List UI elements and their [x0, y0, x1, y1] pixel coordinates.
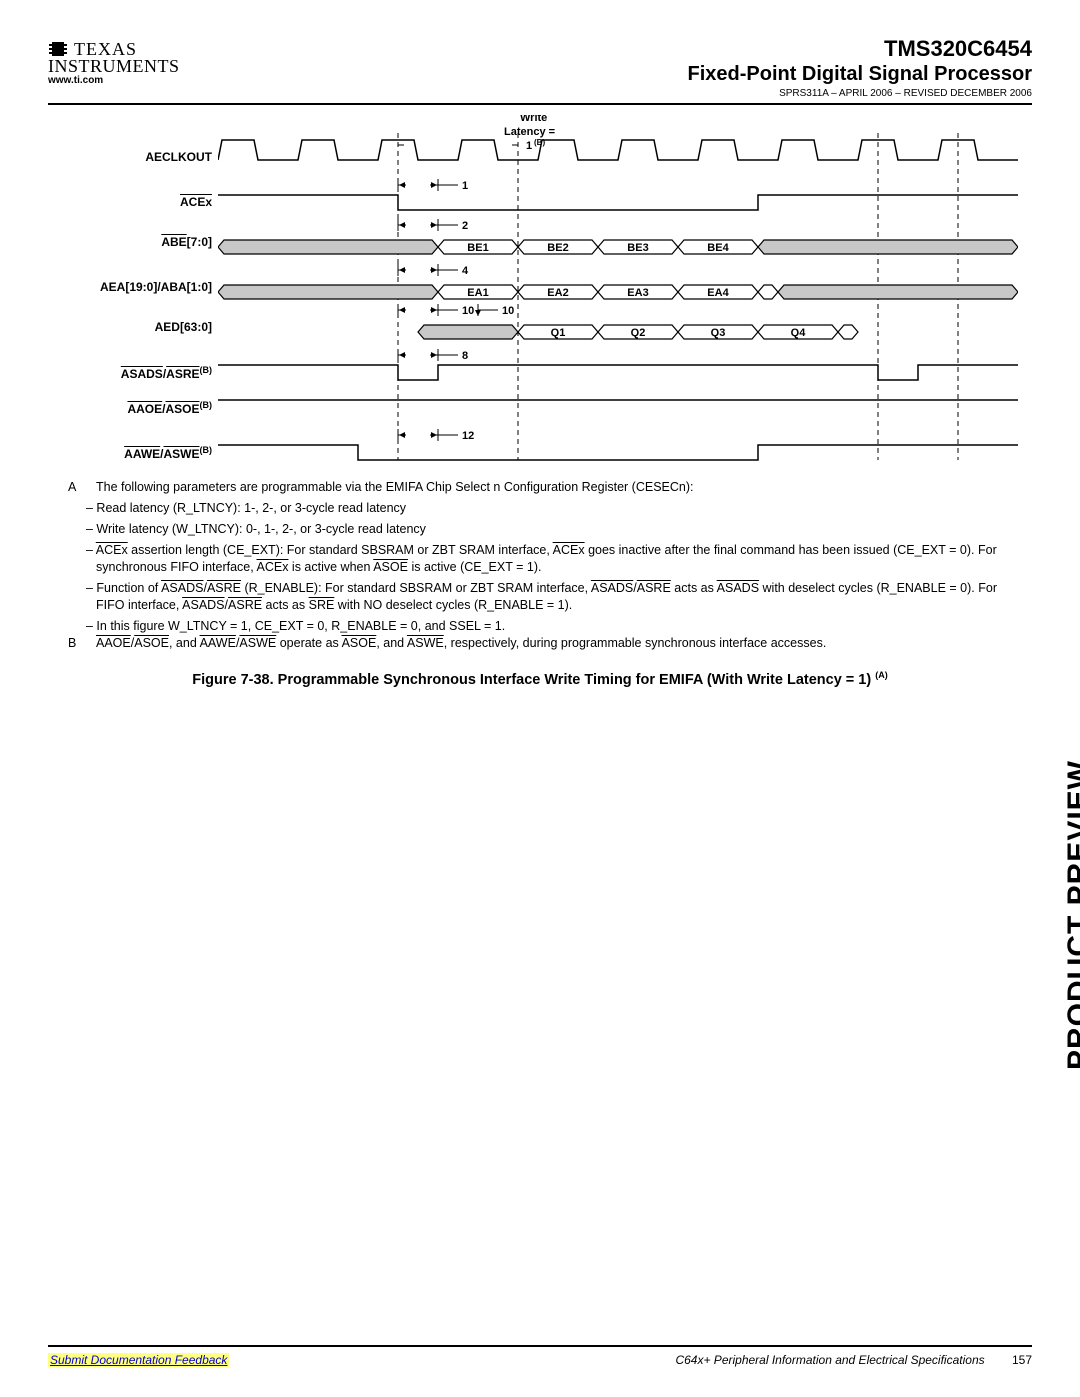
svg-text:EA4: EA4	[707, 287, 729, 299]
svg-text:Write: Write	[520, 115, 547, 124]
signal-label: ASADS/ASRE(B)	[121, 365, 212, 381]
svg-text:(B): (B)	[534, 138, 545, 147]
svg-text:10: 10	[502, 305, 514, 317]
svg-text:2: 2	[462, 220, 468, 232]
svg-text:BE4: BE4	[707, 242, 729, 254]
signal-label: ABE[7:0]	[161, 235, 212, 249]
svg-text:1: 1	[526, 140, 532, 152]
signal-label: AAOE/ASOE(B)	[127, 400, 212, 416]
note-b: B AAOE/ASOE, and AAWE/ASWE operate as AS…	[68, 635, 1022, 652]
svg-text:BE1: BE1	[467, 242, 488, 254]
page: TEXAS INSTRUMENTS www.ti.com TMS320C6454…	[0, 0, 1080, 1397]
note-a-item: – Read latency (R_LTNCY): 1-, 2-, or 3-c…	[68, 500, 1022, 517]
notes-block: A The following parameters are programma…	[48, 479, 1032, 652]
svg-text:EA3: EA3	[627, 287, 648, 299]
brand-line2: INSTRUMENTS	[48, 56, 180, 77]
svg-text:8: 8	[462, 350, 468, 362]
note-a-item: – Write latency (W_LTNCY): 0-, 1-, 2-, o…	[68, 521, 1022, 538]
part-number: TMS320C6454	[687, 36, 1032, 62]
svg-text:BE2: BE2	[547, 242, 568, 254]
page-header: TEXAS INSTRUMENTS www.ti.com TMS320C6454…	[48, 36, 1032, 105]
signal-label: ACEx	[180, 195, 212, 209]
page-footer: Submit Documentation Feedback C64x+ Peri…	[48, 1345, 1032, 1367]
note-b-body: AAOE/ASOE, and AAWE/ASWE operate as ASOE…	[96, 635, 1022, 652]
page-number: 157	[1012, 1353, 1032, 1367]
brand-url: www.ti.com	[48, 75, 180, 86]
svg-text:Q3: Q3	[711, 327, 726, 339]
logo-block: TEXAS INSTRUMENTS www.ti.com	[48, 36, 180, 86]
svg-text:Q4: Q4	[791, 327, 807, 339]
svg-text:Latency =: Latency =	[504, 126, 555, 138]
signal-label: AEA[19:0]/ABA[1:0]	[100, 280, 212, 294]
svg-text:Q2: Q2	[631, 327, 646, 339]
subtitle: Fixed-Point Digital Signal Processor	[687, 62, 1032, 86]
signal-label: AECLKOUT	[145, 150, 212, 164]
footer-right: C64x+ Peripheral Information and Electri…	[675, 1353, 1032, 1367]
product-preview-label: PRODUCT PREVIEW	[1062, 760, 1080, 1070]
note-a-item: – In this figure W_LTNCY = 1, CE_EXT = 0…	[68, 618, 1022, 635]
figure-title: Figure 7-38. Programmable Synchronous In…	[48, 670, 1032, 688]
note-a-item: – ACEx assertion length (CE_EXT): For st…	[68, 542, 1022, 576]
svg-text:EA2: EA2	[547, 287, 568, 299]
svg-text:4: 4	[462, 265, 469, 277]
svg-text:10: 10	[462, 305, 474, 317]
timing-svg: WriteLatency =1(B)BE1BE2BE3BE4EA1EA2EA3E…	[218, 115, 1018, 475]
timing-diagram: AECLKOUT ACEx ABE[7:0] AEA[19:0]/ABA[1:0] AE…	[48, 115, 1032, 475]
note-a-lead: The following parameters are programmabl…	[96, 479, 1022, 496]
revision: SPRS311A – APRIL 2006 – REVISED DECEMBER…	[687, 88, 1032, 99]
svg-text:1: 1	[462, 180, 468, 192]
svg-text:12: 12	[462, 430, 474, 442]
svg-text:Q1: Q1	[551, 327, 566, 339]
svg-text:EA1: EA1	[467, 287, 488, 299]
title-block: TMS320C6454 Fixed-Point Digital Signal P…	[687, 36, 1032, 99]
feedback-link[interactable]: Submit Documentation Feedback	[48, 1353, 229, 1367]
signal-label: AED[63:0]	[155, 320, 212, 334]
note-a-item: – Function of ASADS/ASRE (R_ENABLE): For…	[68, 580, 1022, 614]
note-a: A The following parameters are programma…	[68, 479, 1022, 496]
signal-label: AAWE/ASWE(B)	[124, 445, 212, 461]
svg-text:BE3: BE3	[627, 242, 648, 254]
